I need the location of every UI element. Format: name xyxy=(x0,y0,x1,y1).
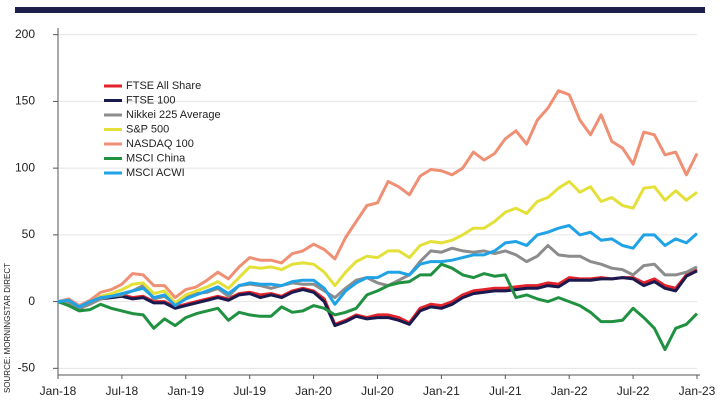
top-bar xyxy=(15,7,705,13)
x-tick-label: Jul-20 xyxy=(361,384,394,398)
legend-label: Nikkei 225 Average xyxy=(126,109,221,121)
y-tick-label: 200 xyxy=(15,27,35,41)
x-tick-label: Jan-22 xyxy=(551,384,588,398)
series-line xyxy=(57,262,699,352)
series-line xyxy=(57,180,698,308)
y-tick-label: 150 xyxy=(15,94,35,108)
x-tick-label: Jan-19 xyxy=(167,384,204,398)
legend-label: MSCI China xyxy=(126,152,186,164)
legend: FTSE All Share FTSE 100 Nikkei 225 Average… xyxy=(104,80,221,179)
legend-label: NASDAQ 100 xyxy=(126,138,194,150)
x-tick-label: Jan-18 xyxy=(40,384,77,398)
x-tick-label: Jan-21 xyxy=(423,384,460,398)
source: SOURCE: MORNINGSTAR DIRECT xyxy=(3,263,12,393)
series-line xyxy=(57,89,699,308)
series-line xyxy=(57,224,698,309)
legend-label: MSCI ACWI xyxy=(126,167,185,179)
legend-label: FTSE 100 xyxy=(126,94,176,106)
y-tick-label: -50 xyxy=(18,360,36,374)
x-tick-label: Jul-18 xyxy=(106,384,139,398)
x-tick-label: Jul-19 xyxy=(233,384,266,398)
x-tick-label: Jul-22 xyxy=(617,384,650,398)
legend-label: FTSE All Share xyxy=(126,80,201,92)
y-tick-label: 50 xyxy=(22,227,36,241)
x-tick-label: Jan-23 xyxy=(679,384,716,398)
x-tick-label: Jul-21 xyxy=(489,384,522,398)
y-tick-label: 0 xyxy=(28,294,35,308)
legend-label: S&P 500 xyxy=(126,123,169,135)
series-line xyxy=(57,269,698,328)
x-tick-label: Jan-20 xyxy=(295,384,332,398)
y-tick-label: 100 xyxy=(15,160,35,174)
